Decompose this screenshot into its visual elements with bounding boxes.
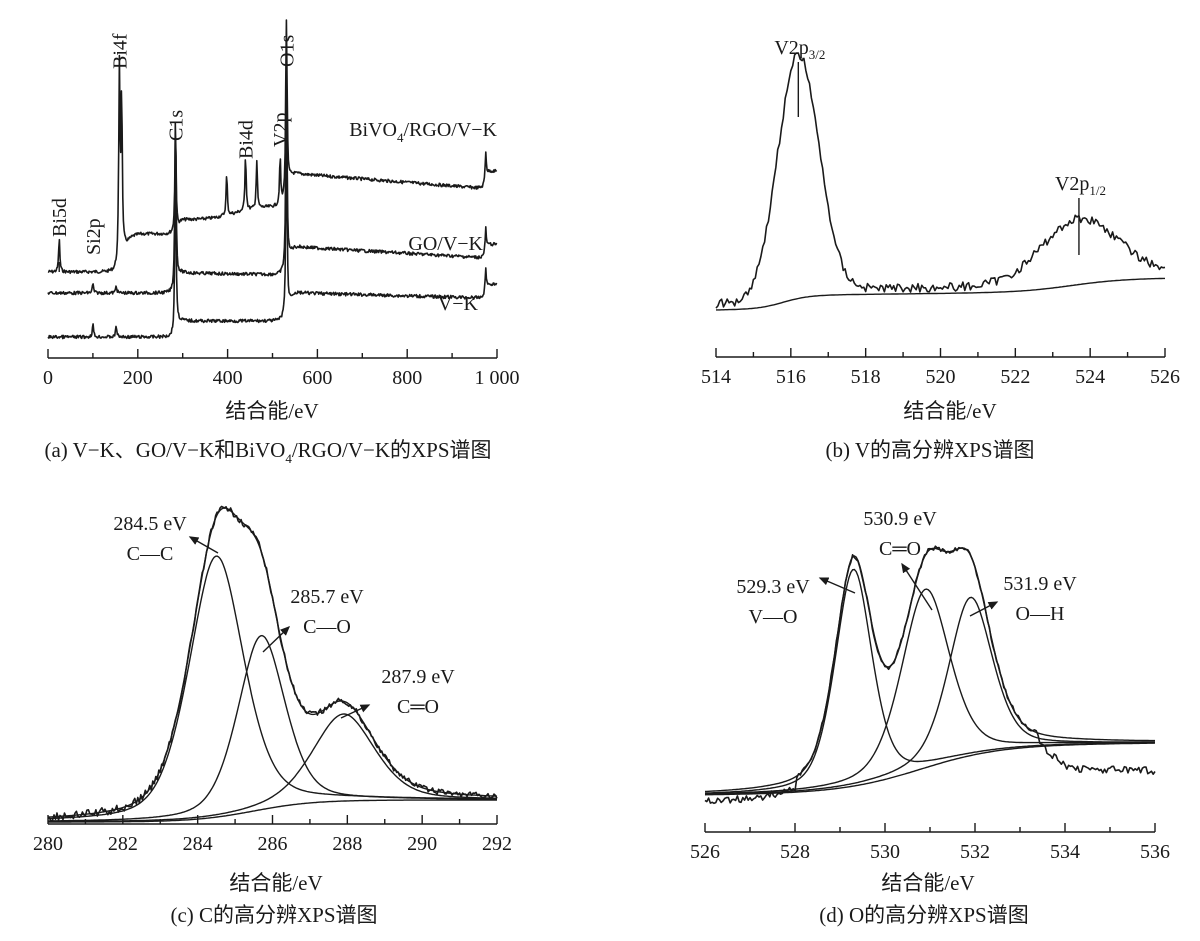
panel-a-peak-labels: Bi5d Si2p Bi4f C1s Bi4d V2p O1s (49, 33, 298, 272)
fit-component-2 (48, 713, 497, 823)
annotation-bond: C═O (397, 696, 439, 718)
fit-component-0 (704, 568, 1156, 794)
x-tick-label: 200 (123, 367, 153, 389)
x-tick-label: 532 (960, 841, 990, 863)
x-tick-label: 526 (690, 841, 720, 863)
panel-b-x-label: 结合能/eV (903, 399, 996, 423)
panel-c-carbon: 280 282 284 286 288 290 292 284.5 eV C—C 285.7 e… (33, 505, 512, 927)
fit-envelope (47, 507, 498, 818)
x-tick-label: 290 (407, 833, 437, 855)
series-label-bivo4: BiVO4/RGO/V−K (349, 119, 497, 145)
x-tick-label: 524 (1075, 366, 1105, 388)
x-tick-label: 536 (1140, 841, 1170, 863)
v2p-raw-spectrum (715, 52, 1166, 309)
panel-a-ticks: 0 200 400 600 800 1 000 (43, 349, 520, 389)
panel-d-annotations: 529.3 eV V—O 530.9 eV C═O 531.9 eV O—H (736, 508, 1077, 628)
panel-d-curves (704, 545, 1156, 805)
fit-component-1 (48, 634, 497, 822)
x-tick-label: 516 (776, 366, 806, 388)
fit-background (48, 799, 497, 823)
x-tick-label: 530 (870, 841, 900, 863)
x-tick-label: 0 (43, 367, 53, 389)
annotation-energy: 287.9 eV (381, 666, 455, 688)
x-tick-label: 288 (332, 833, 362, 855)
x-tick-label: 282 (108, 833, 138, 855)
annotation-arrow (818, 577, 856, 594)
x-tick-label: 284 (183, 833, 213, 855)
annotation-arrow (340, 704, 371, 719)
panel-c-ticks: 280 282 284 286 288 290 292 (33, 815, 512, 855)
x-tick-label: 800 (392, 367, 422, 389)
fit-component-2 (705, 596, 1155, 795)
panel-d-ticks: 526 528 530 532 534 536 (690, 823, 1170, 863)
panel-a-curves (47, 19, 498, 340)
annotation-bond: C—O (303, 616, 351, 638)
fit-component-1 (705, 588, 1155, 795)
x-tick-label: 600 (302, 367, 332, 389)
annotation-arrow (262, 626, 291, 653)
panel-d-oxygen: 526 528 530 532 534 536 529.3 eV V—O 530.9 eV C═… (690, 508, 1170, 927)
annotation-bond: V—O (749, 606, 798, 628)
panel-a-survey: 0 200 400 600 800 1 000 Bi5d Si2p Bi4f C1s Bi4d V2… (43, 19, 520, 466)
series-label-vk: V−K (438, 293, 479, 315)
x-tick-label: 1 000 (475, 367, 520, 389)
annotation-arrow (188, 536, 219, 554)
panel-b-curves (715, 52, 1166, 311)
x-tick-label: 280 (33, 833, 63, 855)
fit-background (704, 742, 1156, 796)
v2p-background (716, 277, 1165, 311)
peak-label-o1s: O1s (276, 35, 298, 67)
annotation-bond: C═O (879, 538, 921, 560)
panel-d-caption: (d) O的高分辨XPS谱图 (819, 903, 1028, 927)
x-tick-label: 526 (1150, 366, 1180, 388)
x-tick-label: 520 (926, 366, 956, 388)
annotation-bond: C—C (127, 543, 174, 565)
x-tick-label: 286 (258, 833, 288, 855)
panel-b-ticks: 514 516 518 520 522 524 526 (701, 348, 1180, 388)
peak-label-v2p: V2p (270, 113, 292, 147)
annotation-energy: 529.3 eV (736, 576, 810, 598)
x-tick-label: 400 (213, 367, 243, 389)
annotation-bond: O—H (1016, 603, 1065, 625)
x-tick-label: 528 (780, 841, 810, 863)
panel-c-annotations: 284.5 eV C—C 285.7 eV C—O 287.9 eV C═O (113, 513, 455, 719)
panel-c-caption: (c) C的高分辨XPS谱图 (170, 903, 377, 927)
peak-label-v2p-3-2: V2p3/2 (774, 37, 825, 62)
annotation-energy: 531.9 eV (1003, 573, 1077, 595)
series-label-go: GO/V−K (408, 233, 483, 255)
panel-b-vanadium: 514 516 518 520 522 524 526 V2p3/2 V2p1/2 结合能/e… (701, 37, 1180, 462)
annotation-arrow (969, 601, 999, 617)
peak-label-bi5d: Bi5d (49, 198, 71, 237)
peak-label-si2p: Si2p (83, 218, 105, 255)
panel-a-x-label: 结合能/eV (225, 399, 318, 423)
panel-b-peak-labels: V2p3/2 V2p1/2 (774, 37, 1106, 255)
panel-b-caption: (b) V的高分辨XPS谱图 (825, 438, 1034, 462)
annotation-energy: 285.7 eV (290, 586, 364, 608)
annotation-arrow (901, 562, 933, 611)
peak-label-bi4f: Bi4f (109, 33, 131, 69)
raw-spectrum (47, 505, 498, 822)
peak-label-c1s: C1s (166, 110, 188, 141)
x-tick-label: 514 (701, 366, 731, 388)
panel-c-x-label: 结合能/eV (229, 871, 322, 895)
panel-d-x-label: 结合能/eV (881, 871, 974, 895)
peak-label-v2p-1-2: V2p1/2 (1055, 173, 1106, 198)
survey-spectrum-bivo4-rgo-vk (47, 19, 498, 275)
annotation-energy: 530.9 eV (863, 508, 937, 530)
x-tick-label: 292 (482, 833, 512, 855)
survey-spectrum-go-vk (47, 55, 498, 296)
annotation-energy: 284.5 eV (113, 513, 187, 535)
raw-spectrum (704, 545, 1156, 805)
x-tick-label: 522 (1000, 366, 1030, 388)
peak-label-bi4d: Bi4d (236, 120, 258, 159)
panel-c-curves (47, 505, 498, 823)
survey-spectrum-vk (47, 121, 498, 340)
panel-a-caption: (a) V−K、GO/V−K和BiVO4/RGO/V−K的XPS谱图 (44, 438, 491, 466)
x-tick-label: 518 (851, 366, 881, 388)
x-tick-label: 534 (1050, 841, 1080, 863)
